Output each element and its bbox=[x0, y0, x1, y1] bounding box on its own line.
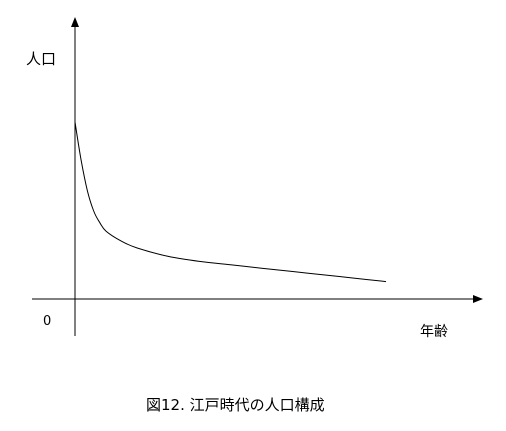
x-axis-arrowhead bbox=[473, 295, 483, 303]
origin-label: 0 bbox=[43, 314, 52, 329]
x-axis-label: 年齢 bbox=[420, 324, 448, 340]
figure-caption: 図12. 江戸時代の人口構成 bbox=[146, 396, 325, 414]
y-axis-label: 人口 bbox=[26, 50, 57, 68]
y-axis-arrowhead bbox=[71, 17, 79, 27]
population-curve bbox=[74, 121, 387, 283]
